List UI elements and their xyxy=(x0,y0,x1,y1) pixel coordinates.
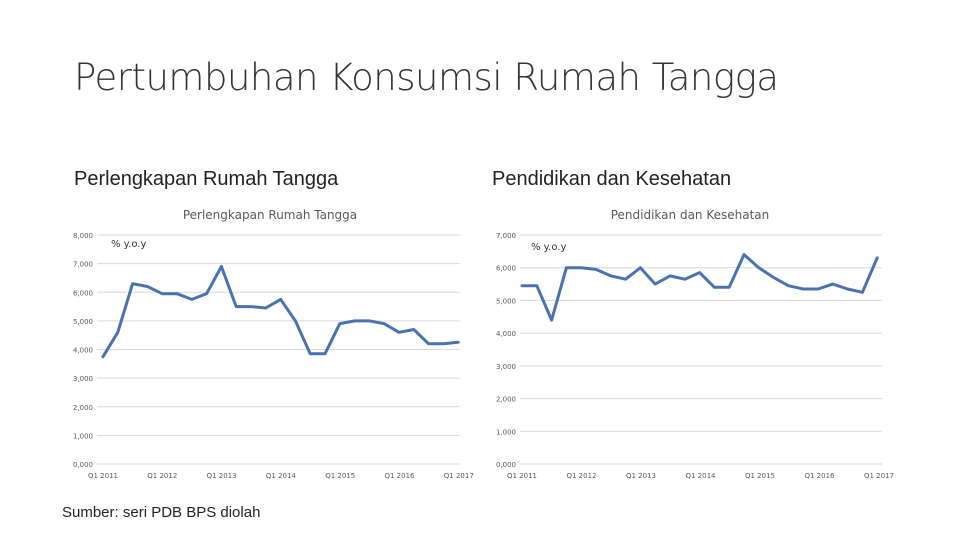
data-point xyxy=(457,341,460,344)
right-section-heading: Pendidikan dan Kesehatan xyxy=(492,168,732,190)
y-tick-label: 2,000 xyxy=(496,396,516,404)
y-tick-label: 3,000 xyxy=(496,363,516,371)
data-point xyxy=(594,268,598,271)
y-tick-label: 1,000 xyxy=(496,428,516,436)
left-section-heading: Perlengkapan Rumah Tangga xyxy=(74,168,339,190)
x-tick-label: Q1 2013 xyxy=(626,472,656,480)
data-point xyxy=(294,319,297,323)
data-point xyxy=(101,355,105,358)
data-point xyxy=(190,298,193,301)
data-point xyxy=(728,286,731,289)
data-point xyxy=(580,266,583,269)
data-point xyxy=(668,274,672,278)
x-tick-label: Q1 2013 xyxy=(207,472,237,480)
data-point xyxy=(442,342,445,345)
x-tick-label: Q1 2011 xyxy=(88,472,118,480)
data-point xyxy=(609,274,612,278)
data-point xyxy=(235,305,238,308)
x-tick-label: Q1 2015 xyxy=(745,472,775,480)
x-tick-label: Q1 2016 xyxy=(384,472,415,480)
x-tick-label: Q1 2017 xyxy=(864,472,894,480)
data-point xyxy=(353,319,356,323)
data-point xyxy=(624,277,627,281)
data-point xyxy=(427,342,430,345)
data-point xyxy=(876,256,879,260)
data-point xyxy=(264,306,267,310)
x-tick-label: Q1 2015 xyxy=(325,472,355,480)
x-tick-label: Q1 2017 xyxy=(444,472,474,480)
data-point xyxy=(249,305,253,308)
data-point xyxy=(550,318,553,322)
y-tick-label: 5,000 xyxy=(496,297,516,305)
y-tick-label: 7,000 xyxy=(496,232,516,240)
y-tick-label: 4,000 xyxy=(73,347,93,355)
x-tick-label: Q1 2014 xyxy=(685,472,716,480)
data-point xyxy=(397,331,401,334)
x-tick-label: Q1 2016 xyxy=(804,472,835,480)
data-point xyxy=(412,328,415,331)
data-point xyxy=(742,253,746,256)
chart-title: Pendidikan dan Kesehatan xyxy=(611,208,770,222)
y-tick-label: 7,000 xyxy=(73,261,93,269)
y-tick-label: 6,000 xyxy=(496,265,516,273)
data-point xyxy=(757,266,760,269)
y-tick-label: 6,000 xyxy=(73,289,93,297)
x-tick-label: Q1 2011 xyxy=(507,472,537,480)
data-point xyxy=(816,287,820,291)
data-point xyxy=(654,282,657,286)
data-point xyxy=(309,352,312,355)
data-point xyxy=(713,286,716,289)
data-point xyxy=(175,292,179,295)
unit-label: % y.o.y xyxy=(111,239,146,250)
chart-title: Perlengkapan Rumah Tangga xyxy=(183,208,357,222)
data-point xyxy=(279,298,282,301)
unit-label: % y.o.y xyxy=(531,242,566,253)
data-point xyxy=(683,277,686,281)
data-point xyxy=(116,331,120,334)
data-point xyxy=(698,271,701,274)
data-point xyxy=(520,284,524,287)
y-tick-label: 3,000 xyxy=(73,375,93,383)
data-point xyxy=(338,322,341,325)
data-point xyxy=(565,266,568,269)
y-tick-label: 4,000 xyxy=(496,330,516,338)
slide-title: Pertumbuhan Konsumsi Rumah Tangga xyxy=(74,56,779,99)
y-tick-label: 1,000 xyxy=(73,432,93,440)
x-tick-label: Q1 2012 xyxy=(147,472,177,480)
data-point xyxy=(802,287,805,291)
data-point xyxy=(846,287,849,291)
y-tick-label: 0,000 xyxy=(496,461,516,469)
data-point xyxy=(383,322,386,325)
data-point xyxy=(831,282,834,286)
x-tick-label: Q1 2014 xyxy=(266,472,297,480)
data-point xyxy=(161,292,164,295)
data-point xyxy=(220,265,223,268)
y-tick-label: 2,000 xyxy=(73,404,93,412)
data-point xyxy=(535,284,538,287)
y-tick-label: 0,000 xyxy=(73,461,93,469)
data-point xyxy=(772,276,775,279)
data-point xyxy=(787,284,790,287)
series-line xyxy=(520,253,879,322)
y-tick-label: 8,000 xyxy=(73,232,93,240)
data-point xyxy=(368,319,371,323)
data-point xyxy=(205,292,208,295)
data-point xyxy=(323,352,327,355)
data-point xyxy=(146,285,149,288)
x-tick-label: Q1 2012 xyxy=(566,472,596,480)
y-tick-label: 5,000 xyxy=(73,318,93,326)
data-point xyxy=(131,282,134,285)
source-note: Sumber: seri PDB BPS diolah xyxy=(62,504,261,521)
data-point xyxy=(861,291,864,294)
data-point xyxy=(639,266,642,269)
